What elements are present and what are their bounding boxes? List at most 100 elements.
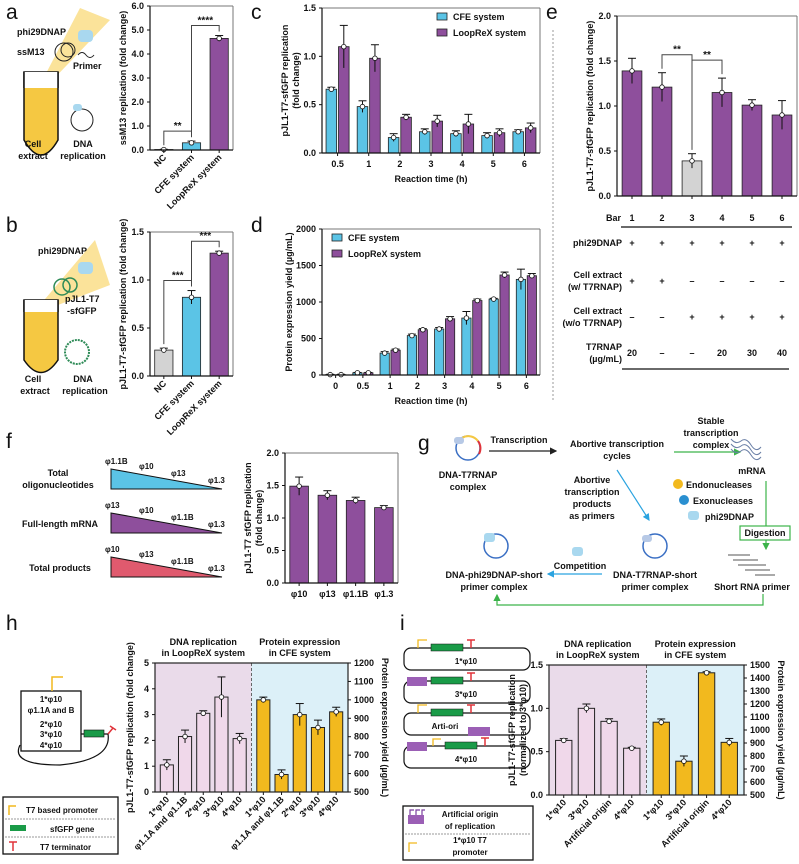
data-point [161, 347, 167, 353]
legend-origin-2: of replication [445, 822, 495, 831]
x-tick-label: 0.5 [357, 381, 370, 391]
promoter-icon [417, 704, 427, 713]
right-y-tick-label: 500 [750, 790, 765, 800]
y-axis-label: pJL1-T7-sfGFP replication [280, 25, 290, 137]
data-point [422, 129, 428, 135]
x-tick-label: 1*φ10 [641, 797, 666, 822]
bar [651, 86, 673, 197]
y-tick-label: 0.0 [266, 578, 279, 588]
data-point [420, 327, 426, 333]
data-point [606, 718, 612, 725]
significance-bracket [191, 25, 220, 138]
label-short-rna-primer: Short RNA primer [714, 582, 790, 592]
y-axis-label: Protein expression yield (µg/mL) [284, 232, 294, 371]
label-phi29dnap: phi29DNAP [17, 27, 66, 37]
plasmid-construct [403, 647, 531, 671]
y-tick-label: 1.5 [131, 227, 144, 237]
label-abortive-cycles-2: cycles [603, 451, 631, 461]
x-tick-label: LoopReX system [165, 152, 224, 211]
right-y-tick-label: 900 [354, 713, 369, 723]
legend-swatch [436, 12, 448, 21]
promoter-icon [432, 738, 441, 746]
data-point [296, 483, 302, 489]
table-bar-number: 1 [629, 213, 634, 223]
bar [741, 104, 763, 197]
table-cell: + [719, 238, 724, 248]
terminator-icon [467, 639, 475, 648]
endonuclease-icon [673, 479, 683, 489]
promoter-order-label: φ10 [139, 506, 154, 515]
title-right-2: in CFE system [664, 650, 726, 660]
table-cell: + [659, 238, 664, 248]
label-products-4: as primers [569, 511, 615, 521]
panel-label-i: i [400, 612, 405, 635]
bar-cfe [515, 278, 526, 376]
x-tick-label: 4*φ10 [709, 797, 734, 822]
table-cell: + [749, 312, 754, 322]
label-phi29-short-complex: DNA-phi29DNAP-short [445, 570, 542, 580]
artificial-origin-icon [407, 677, 427, 686]
data-point [561, 737, 567, 744]
left-y-tick-label: 0.5 [530, 747, 543, 757]
construct-label: 4*φ10 [40, 741, 63, 750]
gradient-triangle [110, 556, 223, 578]
legend-i [402, 805, 534, 861]
y-tick-label: 5.0 [131, 25, 144, 35]
label-products-2: transcription [564, 487, 619, 497]
right-y-tick-label: 700 [354, 750, 369, 760]
label-abortive-cycles: Abortive transcription [570, 439, 664, 449]
label-cell-extract-2: extract [20, 386, 50, 396]
triangle-label: Total [48, 468, 69, 478]
left-y-tick-label: 0.0 [530, 790, 543, 800]
x-tick-label: φ1.3 [374, 589, 393, 599]
y-axis-label: (normalized to 3*φ10) [518, 684, 528, 776]
y-tick-label: 1.0 [131, 275, 144, 285]
plasmid-icon [53, 278, 71, 296]
data-point [453, 130, 459, 137]
data-point [583, 705, 590, 712]
arrow-return [493, 593, 764, 606]
gradient-triangle [110, 468, 223, 490]
label-competition: Competition [554, 561, 607, 571]
left-y-tick-label: 0 [144, 787, 149, 797]
y-axis-label: pJL1-T7-sfGFP replication [507, 674, 517, 786]
y-tick-label: 2.0 [131, 97, 144, 107]
data-point [659, 84, 665, 90]
x-tick-label: 2 [397, 159, 402, 169]
y-axis-label: pJL1-T7-sfGFP replication (fold change) [585, 21, 595, 192]
bar-looprex [390, 349, 401, 376]
left-bar [177, 736, 193, 793]
row-label-extract-wo: Cell extract [573, 306, 622, 316]
table-cell: – [749, 276, 754, 286]
chart-d: 0 0.5 1 2 3 4 5 6 Reaction time (h) CFE system Loo… [284, 224, 541, 406]
arrow-primers [616, 469, 650, 522]
bar [711, 92, 733, 197]
left-y-tick-label: 3 [144, 710, 149, 720]
data-point [390, 134, 397, 141]
data-point [278, 771, 285, 778]
row-label-t7rnap: T7RNAP [586, 342, 622, 352]
diagram-a: phi29DNAP ssM13 Primer Cell extract DNA … [17, 8, 110, 161]
data-point [629, 745, 635, 751]
left-y-tick-label: 2 [144, 735, 149, 745]
row-label-extract-w-2: (w/ T7RNAP) [568, 282, 622, 292]
panel-label-g: g [418, 432, 430, 455]
x-tick-label: 1 [388, 381, 393, 391]
plasmid-icon [642, 533, 668, 559]
label-stable-3: complex [693, 440, 730, 450]
legend-label: LoopReX system [348, 249, 421, 259]
sfgfp-gene-icon [430, 643, 464, 652]
right-y-tick-label: 1100 [354, 676, 374, 686]
table-cell: – [659, 312, 664, 322]
chart-c: 0.5 1 2 3 4 5 6 Reaction time (h) CFE system Loop… [280, 3, 541, 184]
table-bar-number: 6 [779, 213, 784, 223]
data-point [200, 710, 206, 717]
data-point [465, 121, 472, 127]
construct-label: Arti-ori [432, 722, 459, 731]
bar-looprex [369, 57, 381, 154]
label-dna-replication: DNA [73, 139, 93, 149]
data-point [328, 86, 335, 92]
artificial-origin-icon [468, 727, 490, 736]
left-bar [577, 707, 596, 796]
x-tick-label: 2 [415, 381, 420, 391]
